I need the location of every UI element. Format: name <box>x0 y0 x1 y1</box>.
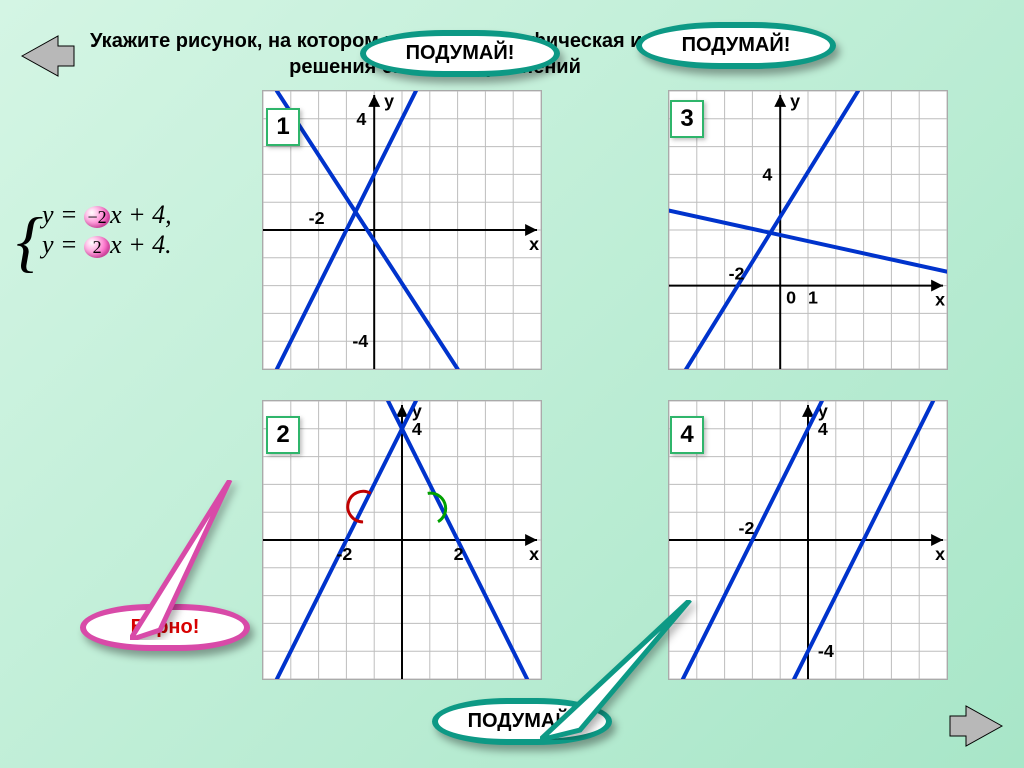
option-badge-3[interactable]: 3 <box>670 100 704 138</box>
svg-text:4: 4 <box>412 419 422 439</box>
plot-4[interactable]: xу4-2-4 <box>668 400 948 680</box>
svg-text:4: 4 <box>818 419 828 439</box>
svg-text:1: 1 <box>808 287 818 307</box>
svg-text:0: 0 <box>786 287 796 307</box>
nav-prev-button[interactable] <box>18 32 76 80</box>
svg-text:x: x <box>935 544 945 564</box>
svg-text:x: x <box>935 289 945 309</box>
svg-text:4: 4 <box>762 164 772 184</box>
feedback-bubble-1: ПОДУМАЙ! <box>360 30 560 77</box>
svg-text:2: 2 <box>454 544 464 564</box>
bubble-tail-icon <box>130 480 260 645</box>
option-badge-4[interactable]: 4 <box>670 416 704 454</box>
svg-text:-4: -4 <box>818 641 834 661</box>
option-badge-1[interactable]: 1 <box>266 108 300 146</box>
svg-text:-2: -2 <box>336 544 352 564</box>
option-badge-2[interactable]: 2 <box>266 416 300 454</box>
plot-3[interactable]: x у 4 -2 01 <box>668 90 948 370</box>
feedback-bubble-3: ПОДУМАЙ! <box>636 22 836 69</box>
svg-text:x: x <box>529 234 539 254</box>
coef-badge-2: 2 <box>84 236 110 258</box>
svg-text:-2: -2 <box>739 518 755 538</box>
svg-text:у: у <box>790 91 800 111</box>
equation-1: y = −2x + 4, <box>42 200 172 230</box>
svg-text:у: у <box>384 91 394 111</box>
plot-2[interactable]: xу4-22 <box>262 400 542 680</box>
plot-1[interactable]: x у4 -2 -4 <box>262 90 542 370</box>
svg-text:-4: -4 <box>352 331 368 351</box>
bubble-tail-icon <box>540 600 700 745</box>
svg-text:-2: -2 <box>309 208 325 228</box>
svg-text:4: 4 <box>356 109 366 129</box>
system-of-equations: { y = −2x + 4, y = 2x + 4. <box>18 200 172 260</box>
coef-badge-1: −2 <box>84 206 110 228</box>
svg-text:-2: -2 <box>729 264 745 284</box>
equation-2: y = 2x + 4. <box>42 230 172 260</box>
svg-text:x: x <box>529 544 539 564</box>
nav-next-button[interactable] <box>948 702 1006 750</box>
brace-icon: { <box>16 202 43 281</box>
